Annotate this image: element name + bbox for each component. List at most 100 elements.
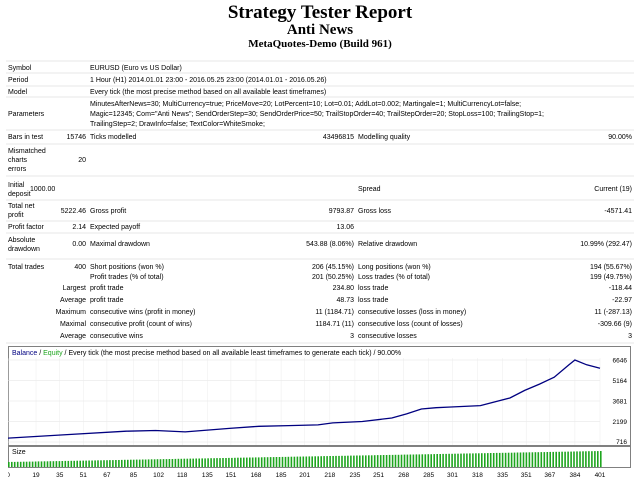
gross-profit-value: 9793.87: [328, 208, 354, 215]
parameters-line: TrailingStep=2; DrawInfo=false; TextColo…: [90, 121, 265, 128]
size-bar: [281, 456, 284, 467]
ticks-label: Ticks modelled: [90, 134, 137, 141]
size-bar: [537, 452, 540, 467]
average-profit-label: profit trade: [90, 297, 124, 304]
size-bar: [409, 454, 412, 467]
size-bar: [228, 457, 230, 467]
size-bar: [388, 454, 391, 467]
largest-profit-value: 234.80: [332, 285, 354, 292]
average-profit-value: 48.73: [336, 297, 354, 304]
x-tick-label: 67: [103, 472, 111, 479]
size-bar: [296, 456, 299, 467]
size-bar: [302, 456, 305, 467]
ticks-value: 43496815: [322, 134, 354, 141]
size-bar: [94, 460, 96, 467]
size-bar: [46, 461, 49, 467]
size-bar: [144, 459, 147, 467]
profit-factor-label: Profit factor: [8, 224, 44, 231]
size-bar: [412, 454, 415, 467]
size-bar: [97, 460, 99, 467]
parameters-line: Magic=12345; Com="Anti News"; SendOrderS…: [90, 111, 545, 118]
size-bar: [11, 461, 13, 467]
size-bar: [127, 459, 129, 467]
size-bar: [594, 451, 596, 467]
x-tick-label: 201: [299, 472, 310, 479]
initial-deposit-value: 1000.00: [30, 186, 56, 193]
size-bar: [240, 457, 242, 467]
size-bar: [112, 460, 114, 467]
balance-line: [8, 359, 601, 439]
maximal-consecutive-loss-label: consecutive loss (count of losses): [358, 321, 463, 328]
x-tick-label: 384: [569, 472, 580, 479]
x-axis: 0 19 35 51 67 85 102 118 135 151 168 185 201 218 235 25…: [8, 472, 606, 479]
symbol-value: EURUSD (Euro vs US Dollar): [90, 65, 182, 72]
maximal-label: Maximal: [59, 321, 86, 328]
size-bar: [246, 457, 248, 467]
size-bar: [373, 455, 376, 467]
size-bar: [394, 454, 397, 467]
size-bar: [376, 455, 379, 467]
size-bar: [210, 458, 212, 467]
x-tick-label: 85: [130, 472, 138, 479]
loss-trades-value: 199 (49.75%): [589, 274, 632, 281]
size-bar: [130, 459, 132, 467]
size-bars: [8, 451, 602, 467]
size-bar: [335, 455, 337, 467]
size-bar: [275, 457, 278, 467]
size-bar: [332, 456, 334, 467]
size-bar: [365, 455, 367, 467]
size-bar: [540, 452, 543, 467]
size-bar: [79, 460, 81, 467]
size-bar: [34, 461, 37, 467]
size-bar: [195, 458, 197, 467]
maximal-drawdown-label: Maximal drawdown: [90, 241, 150, 248]
symbol-label: Symbol: [8, 65, 32, 72]
x-tick-label: 301: [447, 472, 458, 479]
size-bar: [546, 452, 549, 467]
x-tick-label: 218: [324, 472, 335, 479]
size-bar: [552, 451, 554, 467]
size-bar: [37, 461, 40, 467]
size-bar: [329, 456, 331, 467]
size-bar: [106, 460, 108, 467]
maximal-consecutive-profit-value: 1184.71 (11): [315, 321, 354, 328]
size-bar: [124, 459, 126, 467]
size-bar: [162, 459, 165, 467]
size-bar: [76, 460, 78, 467]
size-bar: [457, 453, 459, 467]
size-bar: [91, 460, 93, 467]
size-bar: [204, 458, 206, 467]
y-tick-label: 3681: [613, 399, 628, 406]
size-bar: [359, 455, 361, 467]
size-bar: [219, 458, 221, 467]
size-bar: [168, 459, 171, 467]
size-bar: [597, 451, 599, 467]
size-bar: [564, 451, 566, 467]
size-bar: [472, 453, 474, 467]
size-bar: [487, 453, 489, 467]
size-bar: [70, 460, 73, 467]
size-bar: [421, 454, 424, 467]
size-bar: [585, 451, 587, 467]
loss-trades-label: Loss trades (% of total): [358, 274, 430, 281]
size-bar: [150, 459, 153, 467]
size-bar: [189, 458, 192, 467]
size-bar: [391, 454, 394, 467]
short-positions-value: 206 (45.15%): [311, 264, 354, 271]
size-bar: [207, 458, 209, 467]
size-bar: [531, 452, 534, 467]
net-profit-value: 5222.46: [60, 208, 86, 215]
size-bar: [132, 459, 135, 467]
size-bar: [64, 460, 67, 467]
size-bar: [507, 452, 510, 467]
size-bar: [58, 461, 61, 467]
x-tick-label: 335: [497, 472, 508, 479]
size-bar: [287, 456, 290, 467]
size-bar: [510, 452, 513, 467]
size-bar: [201, 458, 203, 467]
size-bar: [249, 457, 251, 467]
quality-value: 90.00%: [608, 134, 632, 141]
size-bar: [451, 453, 453, 467]
size-bar: [347, 455, 349, 467]
y-tick-label: 2199: [613, 419, 628, 426]
